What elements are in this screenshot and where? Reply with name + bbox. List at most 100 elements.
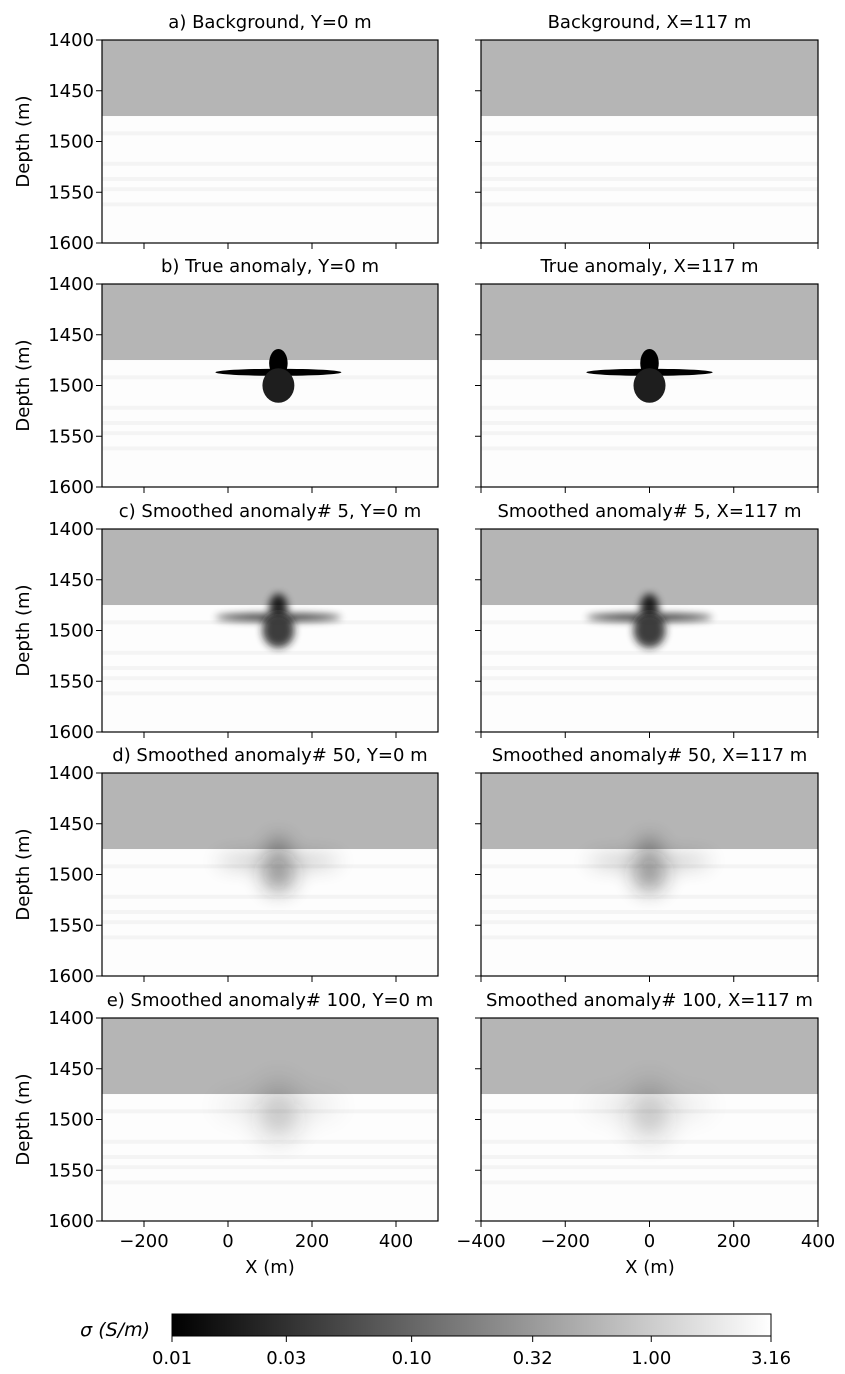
heatmap-image xyxy=(481,284,818,487)
heatmap-image xyxy=(481,773,818,976)
y-axis-label: Depth (m) xyxy=(13,95,34,187)
panel-left-5: 1400 1450 1500 1550 1600 −200 0 200 400 e) Smooth… xyxy=(13,990,439,1252)
layer-stripe-3 xyxy=(481,421,818,426)
y-axis-label: Depth (m) xyxy=(13,339,34,431)
y-tick-label: 1500 xyxy=(48,865,94,886)
panel-title: d) Smoothed anomaly# 50, Y=0 m xyxy=(112,745,427,766)
layer-stripe-3 xyxy=(481,1155,818,1160)
anomaly xyxy=(215,348,342,403)
panel-title: a) Background, Y=0 m xyxy=(168,12,371,33)
anomaly-lower-lobe xyxy=(262,857,295,892)
background-layer-1 xyxy=(102,529,438,606)
anomaly xyxy=(215,1082,342,1137)
y-tick-label: 1400 xyxy=(48,30,94,51)
y-tick-label: 1550 xyxy=(48,426,94,447)
layer-stripe-3 xyxy=(102,666,438,671)
layer-stripe-5 xyxy=(481,691,818,696)
anomaly xyxy=(586,837,713,892)
layer-stripe-4 xyxy=(102,920,438,925)
y-tick-label: 1400 xyxy=(48,519,94,540)
x-tick-label: −400 xyxy=(456,1231,505,1252)
y-axis-label: Depth (m) xyxy=(13,1073,34,1165)
layer-stripe-5 xyxy=(102,935,438,940)
layer-stripe-2 xyxy=(481,1139,818,1144)
layer-stripe-3 xyxy=(102,910,438,915)
y-tick-label: 1600 xyxy=(48,477,94,498)
heatmap-image xyxy=(481,1018,818,1221)
anomaly xyxy=(586,1082,713,1137)
colorbar-ticks: 0.01 0.03 0.10 0.32 1.00 3.16 xyxy=(152,1336,791,1369)
panel-right-1: Background, X=117 m xyxy=(475,12,819,249)
x-axis-label-left: X (m) xyxy=(245,1257,295,1278)
panel-left-1: 1400 1450 1500 1550 1600 a) Background, Y=0 m… xyxy=(13,12,439,254)
panel-left-2: 1400 1450 1500 1550 1600 b) True anomaly, Y=0… xyxy=(13,256,439,498)
y-tick-label: 1550 xyxy=(48,182,94,203)
panel-left-3: 1400 1450 1500 1550 1600 c) Smoothed anomaly#… xyxy=(13,501,439,743)
colorbar: σ (S/m) 0.01 0.03 0.10 0.32 1.00 3.16 xyxy=(80,1313,791,1369)
layer-stripe-2 xyxy=(102,1139,438,1144)
heatmap-image xyxy=(481,40,818,243)
layer-stripe-3 xyxy=(102,177,438,182)
colorbar-tick-label: 0.03 xyxy=(266,1348,306,1369)
x-axis-label-right: X (m) xyxy=(625,1257,675,1278)
layer-stripe-3 xyxy=(481,177,818,182)
heatmap-image xyxy=(102,1018,438,1221)
colorbar-tick-label: 0.01 xyxy=(152,1348,192,1369)
panel-title: Smoothed anomaly# 50, X=117 m xyxy=(492,745,808,766)
y-tick-label: 1500 xyxy=(48,621,94,642)
panel-right-5: −400 −200 0 200 400 Smoothed anomaly# 100, X=… xyxy=(456,990,835,1252)
panel-title: Background, X=117 m xyxy=(548,12,752,33)
y-tick-label: 1450 xyxy=(48,325,94,346)
anomaly-lower-lobe xyxy=(633,368,666,403)
y-tick-label: 1600 xyxy=(48,233,94,254)
layer-stripe-5 xyxy=(102,1180,438,1185)
anomaly-lower-lobe xyxy=(262,368,295,403)
colorbar-tick-label: 0.10 xyxy=(392,1348,432,1369)
y-tick-label: 1450 xyxy=(48,814,94,835)
y-tick-label: 1500 xyxy=(48,132,94,153)
layer-stripe-2 xyxy=(102,894,438,899)
colorbar-tick-label: 3.16 xyxy=(751,1348,791,1369)
y-tick-label: 1550 xyxy=(48,915,94,936)
layer-stripe-4 xyxy=(481,431,818,436)
layer-stripe-3 xyxy=(481,910,818,915)
y-axis-label: Depth (m) xyxy=(13,828,34,920)
layer-stripe-4 xyxy=(102,1165,438,1170)
anomaly xyxy=(215,593,342,648)
layer-stripe-2 xyxy=(102,650,438,655)
y-tick-label: 1600 xyxy=(48,1211,94,1232)
background-layer-1 xyxy=(102,40,438,117)
panel-title: True anomaly, X=117 m xyxy=(539,256,758,277)
y-tick-label: 1400 xyxy=(48,763,94,784)
y-tick-label: 1550 xyxy=(48,1160,94,1181)
x-tick-label: −200 xyxy=(119,1231,168,1252)
x-tick-label: 0 xyxy=(644,1231,655,1252)
panel-right-4: Smoothed anomaly# 50, X=117 m xyxy=(475,745,819,982)
heatmap-image xyxy=(102,40,438,243)
anomaly-lower-lobe xyxy=(633,613,666,648)
y-tick-label: 1450 xyxy=(48,1059,94,1080)
colorbar-label: σ (S/m) xyxy=(80,1319,150,1341)
x-tick-label: 400 xyxy=(801,1231,835,1252)
anomaly xyxy=(586,348,713,403)
y-tick-label: 1500 xyxy=(48,376,94,397)
y-tick-label: 1450 xyxy=(48,81,94,102)
layer-stripe-5 xyxy=(102,446,438,451)
layer-stripe-5 xyxy=(102,202,438,207)
layer-stripe-2 xyxy=(102,405,438,410)
y-tick-label: 1600 xyxy=(48,722,94,743)
panel-title: e) Smoothed anomaly# 100, Y=0 m xyxy=(107,990,434,1011)
anomaly xyxy=(215,837,342,892)
layer-stripe-1 xyxy=(481,131,818,136)
background-layer-1 xyxy=(102,284,438,361)
heatmap-image xyxy=(481,529,818,732)
background-layer-1 xyxy=(481,284,818,361)
anomaly-lower-lobe xyxy=(262,1102,295,1137)
layer-stripe-4 xyxy=(481,676,818,681)
background-layer-1 xyxy=(102,773,438,850)
panel-right-2: True anomaly, X=117 m xyxy=(475,256,819,493)
layer-stripe-2 xyxy=(481,894,818,899)
layer-stripe-3 xyxy=(102,1155,438,1160)
heatmap-image xyxy=(102,529,438,732)
